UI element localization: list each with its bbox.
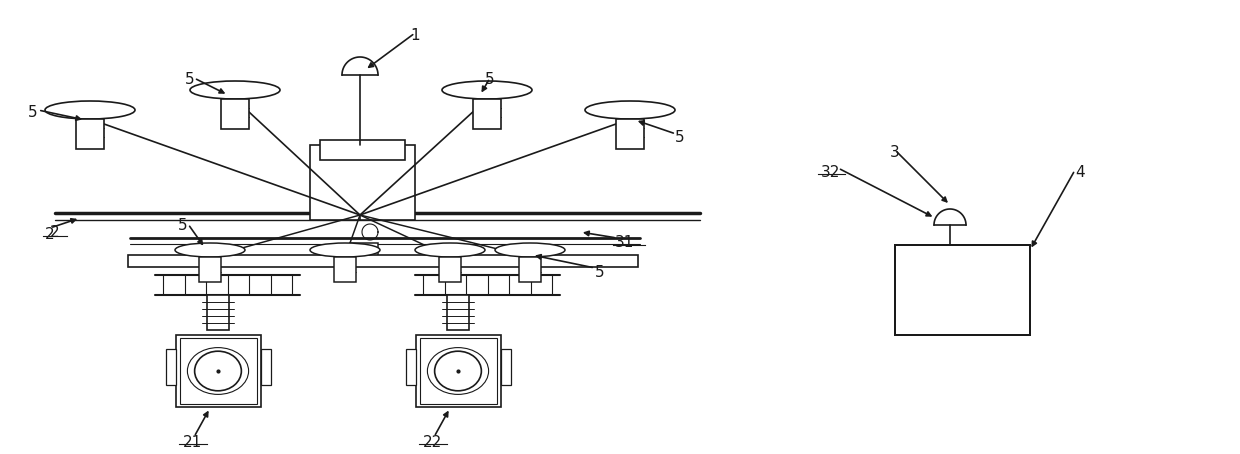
Bar	[415, 335, 501, 407]
Text: 5: 5	[595, 265, 605, 280]
Bar	[895, 245, 1030, 335]
Text: 4: 4	[1075, 165, 1085, 180]
Bar	[310, 145, 415, 220]
Text: 5: 5	[485, 72, 495, 87]
Bar	[76, 119, 104, 149]
Ellipse shape	[415, 243, 485, 257]
Bar	[334, 257, 356, 282]
Bar	[616, 119, 644, 149]
Text: 1: 1	[410, 28, 420, 43]
Bar	[207, 295, 229, 330]
Bar	[405, 350, 415, 385]
Bar	[176, 335, 260, 407]
Text: 32: 32	[821, 165, 839, 180]
Text: 31: 31	[615, 235, 635, 250]
Bar	[501, 350, 511, 385]
Bar	[520, 257, 541, 282]
Ellipse shape	[45, 101, 135, 119]
Bar	[446, 295, 469, 330]
Text: 5: 5	[676, 130, 684, 145]
Bar	[221, 99, 249, 129]
Text: 22: 22	[423, 435, 441, 450]
Text: 2: 2	[46, 227, 55, 242]
Ellipse shape	[190, 81, 280, 99]
Ellipse shape	[428, 348, 489, 395]
Bar	[320, 140, 405, 160]
Bar	[198, 257, 221, 282]
Bar	[128, 255, 639, 267]
Ellipse shape	[495, 243, 565, 257]
Ellipse shape	[175, 243, 246, 257]
Bar	[165, 350, 176, 385]
Bar	[472, 99, 501, 129]
Bar	[439, 257, 461, 282]
Bar	[180, 338, 257, 404]
Text: 2: 2	[50, 225, 60, 240]
Text: 3: 3	[890, 145, 900, 160]
Ellipse shape	[187, 348, 248, 395]
Ellipse shape	[195, 351, 242, 391]
Ellipse shape	[435, 351, 481, 391]
Bar	[419, 338, 496, 404]
Text: 21: 21	[182, 435, 202, 450]
Text: 5: 5	[29, 105, 37, 120]
Ellipse shape	[585, 101, 675, 119]
Ellipse shape	[441, 81, 532, 99]
Text: 5: 5	[185, 72, 195, 87]
Text: 5: 5	[179, 218, 187, 233]
Ellipse shape	[310, 243, 379, 257]
Bar	[350, 243, 378, 261]
Bar	[260, 350, 270, 385]
